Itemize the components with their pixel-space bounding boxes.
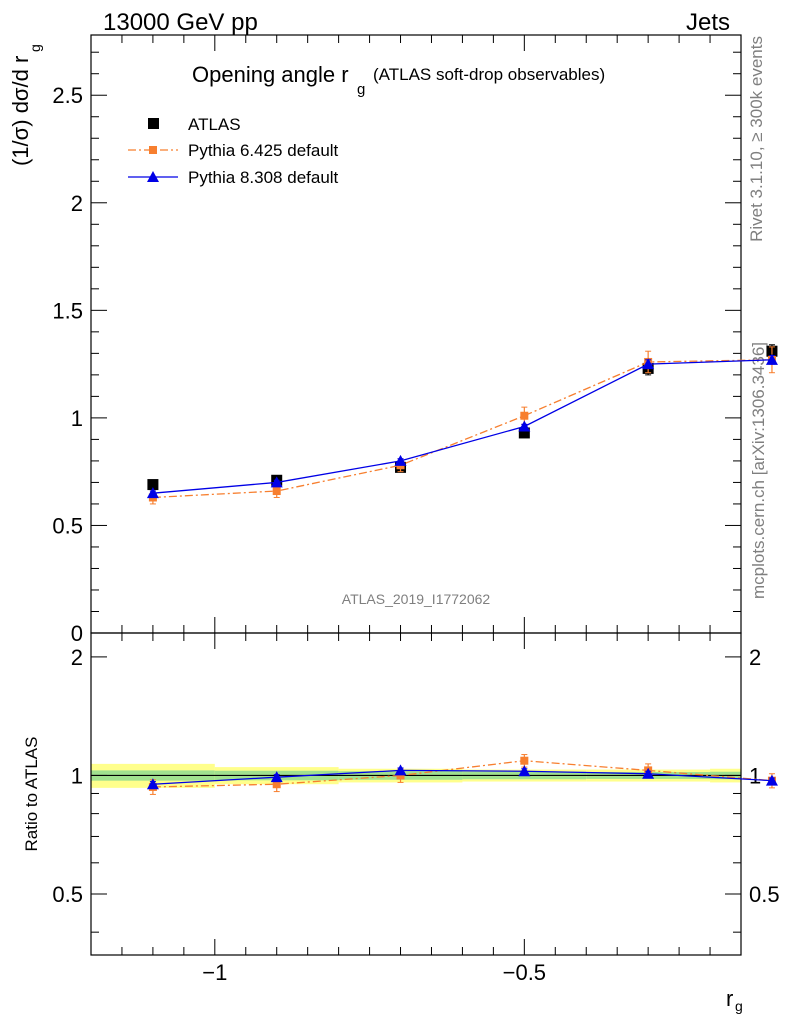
legend: ATLAS Pythia 6.425 default Pythia 8.308 … bbox=[128, 115, 339, 187]
category-label: Jets bbox=[686, 9, 730, 36]
main-y-axis-label: (1/σ) dσ/d r g bbox=[8, 44, 43, 166]
ratio-s1-point bbox=[394, 764, 407, 776]
main-panel: 0 0.5 1 1.5 2 2.5 Opening angle r g (ATLAS so… bbox=[8, 34, 778, 646]
legend-entry-atlas: ATLAS bbox=[148, 115, 241, 134]
main-s2-point bbox=[642, 358, 655, 370]
x-axis-label: r g bbox=[726, 986, 743, 1014]
ratio-axis-ticks bbox=[90, 633, 742, 955]
ratio-s1-point bbox=[270, 771, 283, 783]
main-s1-line bbox=[152, 359, 772, 499]
ratio-y-tick-labels-right: 0.5 1 2 bbox=[749, 645, 780, 907]
ratio-y-tick-label: 0.5 bbox=[749, 882, 780, 907]
ratio-s1-line bbox=[152, 769, 772, 785]
x-axis-label-text: r bbox=[726, 986, 733, 1011]
y-tick-label: 2 bbox=[71, 191, 83, 216]
rivet-label: Rivet 3.1.10, ≥ 300k events bbox=[747, 36, 766, 242]
ratio-frame bbox=[90, 632, 742, 956]
main-s2-point bbox=[270, 476, 283, 488]
legend-label-pythia8: Pythia 8.308 default bbox=[188, 168, 339, 187]
main-y-tick-labels: 0 0.5 1 1.5 2 2.5 bbox=[52, 83, 83, 646]
chart-title-suffix: (ATLAS soft-drop observables) bbox=[373, 65, 605, 84]
main-s0-point bbox=[147, 479, 159, 491]
main-s2-point bbox=[765, 353, 778, 365]
y-tick-label: 1 bbox=[71, 406, 83, 431]
legend-entry-pythia6: Pythia 6.425 default bbox=[128, 141, 339, 160]
chart-title-subscript: g bbox=[357, 81, 365, 98]
legend-label-atlas: ATLAS bbox=[188, 115, 241, 134]
legend-entry-pythia8: Pythia 8.308 default bbox=[128, 168, 339, 187]
ratio-s0-line bbox=[152, 760, 773, 788]
x-tick-labels: −1 −0.5 bbox=[202, 960, 546, 985]
ratio-y-axis-label: Ratio to ATLAS bbox=[22, 737, 41, 852]
ratio-s0-point bbox=[396, 771, 405, 780]
main-s2-point bbox=[518, 420, 531, 432]
y-tick-label: 0 bbox=[71, 621, 83, 646]
chart-title: Opening angle r bbox=[192, 62, 349, 87]
ratio-s1-point bbox=[765, 774, 778, 786]
main-s1-series bbox=[148, 346, 776, 505]
ratio-y-tick-label: 1 bbox=[749, 763, 761, 788]
ratio-s0-point bbox=[272, 780, 281, 789]
main-y-label-subscript: g bbox=[27, 44, 43, 52]
ratio-series bbox=[146, 754, 778, 795]
ratio-s0-point bbox=[520, 756, 529, 765]
ratio-s1-point bbox=[518, 765, 531, 777]
main-s2-point bbox=[146, 487, 159, 499]
ratio-y-tick-label: 2 bbox=[71, 645, 83, 670]
chart-title-main: Opening angle r bbox=[192, 62, 349, 87]
main-s1-point bbox=[272, 487, 281, 496]
main-s1-point bbox=[520, 411, 529, 420]
ratio-y-tick-label: 1 bbox=[71, 763, 83, 788]
mcplots-label: mcplots.cern.ch [arXiv:1306.3436] bbox=[749, 342, 768, 599]
x-tick-label: −0.5 bbox=[503, 960, 546, 985]
ratio-y-tick-label: 0.5 bbox=[52, 882, 83, 907]
ratio-s1-point bbox=[146, 778, 159, 790]
main-series bbox=[146, 344, 778, 505]
main-y-label-text: (1/σ) dσ/d r bbox=[8, 56, 33, 166]
main-s2-series bbox=[146, 353, 778, 499]
x-tick-label: −1 bbox=[202, 960, 227, 985]
ratio-y-tick-label: 2 bbox=[749, 645, 761, 670]
legend-marker-atlas bbox=[148, 118, 159, 129]
main-s2-line bbox=[152, 359, 772, 494]
legend-marker-pythia6 bbox=[149, 146, 157, 154]
main-s0-series bbox=[147, 344, 778, 491]
ratio-s1-point bbox=[642, 767, 655, 779]
analysis-watermark: ATLAS_2019_I1772062 bbox=[342, 591, 491, 607]
legend-label-pythia6: Pythia 6.425 default bbox=[188, 141, 339, 160]
ratio-s1-series bbox=[146, 764, 778, 790]
y-tick-label: 1.5 bbox=[52, 298, 83, 323]
collision-label: 13000 GeV pp bbox=[103, 9, 258, 36]
main-s0-point bbox=[518, 427, 530, 439]
x-axis-label-subscript: g bbox=[735, 998, 743, 1014]
main-axis-ticks bbox=[90, 35, 742, 634]
ratio-panel: 0.5 1 2 0.5 1 2 −1 −0.5 Ratio to ATLAS r g bbox=[22, 632, 780, 1014]
legend-marker-pythia8 bbox=[147, 171, 159, 182]
y-tick-label: 2.5 bbox=[52, 83, 83, 108]
main-s2-point bbox=[394, 454, 407, 466]
y-tick-label: 0.5 bbox=[52, 513, 83, 538]
ratio-y-tick-labels-left: 0.5 1 2 bbox=[52, 645, 83, 907]
